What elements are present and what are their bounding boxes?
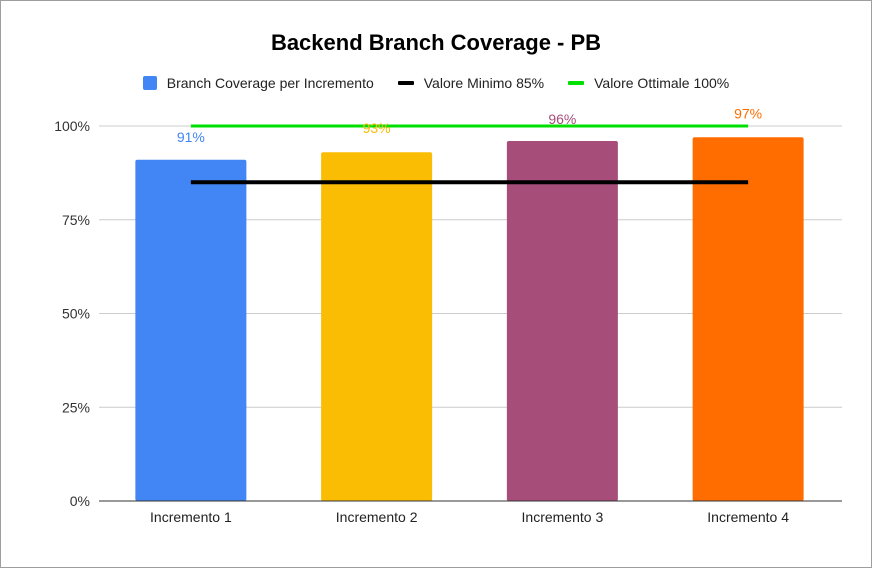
y-tick-label: 50% — [62, 306, 90, 322]
x-tick-label: Incremento 4 — [707, 509, 789, 525]
chart-legend: Branch Coverage per Incremento Valore Mi… — [0, 74, 872, 92]
x-tick-label: Incremento 1 — [150, 509, 232, 525]
x-tick-label: Incremento 3 — [522, 509, 604, 525]
legend-label-optimal: Valore Ottimale 100% — [594, 75, 730, 91]
bar — [135, 159, 247, 501]
y-tick-label: 0% — [70, 493, 90, 509]
chart-title: Backend Branch Coverage - PB — [270, 30, 602, 55]
y-tick-label: 25% — [62, 399, 90, 415]
legend-swatch-minimum — [397, 81, 414, 85]
y-tick-label: 100% — [54, 118, 90, 134]
data-label: 93% — [363, 120, 391, 136]
legend-item-optimal: Valore Ottimale 100% — [568, 75, 729, 91]
legend-label-coverage: Branch Coverage per Incremento — [166, 75, 374, 91]
legend-item-coverage: Branch Coverage per Incremento — [142, 75, 374, 91]
data-label: 91% — [177, 129, 205, 145]
legend-swatch-coverage — [142, 76, 157, 90]
bar — [506, 141, 618, 501]
x-tick-label: Incremento 2 — [336, 509, 418, 525]
y-tick-label: 75% — [62, 212, 90, 228]
data-label: 96% — [548, 111, 576, 127]
legend-item-minimum: Valore Minimo 85% — [397, 75, 545, 91]
data-label: 97% — [734, 105, 762, 121]
bar — [321, 152, 433, 501]
legend-swatch-optimal — [568, 81, 585, 85]
bar — [692, 137, 804, 501]
legend-label-minimum: Valore Minimo 85% — [423, 75, 545, 91]
